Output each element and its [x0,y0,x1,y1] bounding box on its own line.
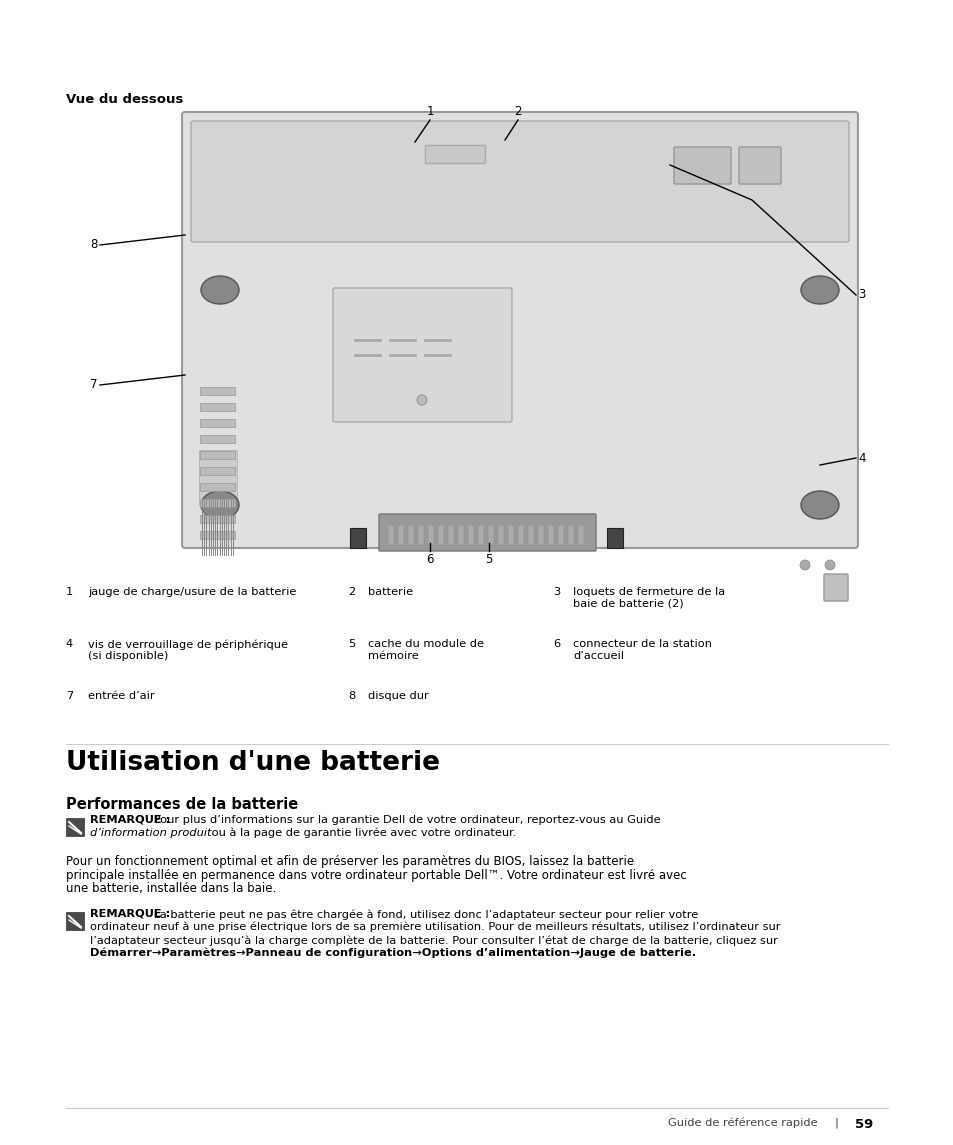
Bar [424,145,484,163]
Bar [199,450,236,505]
Bar [66,818,84,836]
Bar [200,499,234,507]
Text: une batterie, installée dans la baie.: une batterie, installée dans la baie. [66,882,276,895]
FancyBboxPatch shape [182,112,857,548]
Ellipse shape [801,276,838,305]
Ellipse shape [801,491,838,519]
Text: 59: 59 [854,1118,872,1131]
Text: 8: 8 [91,238,98,252]
Circle shape [824,560,834,570]
Text: 3: 3 [553,587,559,597]
Text: 5: 5 [348,639,355,649]
Text: connecteur de la station
d’accueil: connecteur de la station d’accueil [573,639,711,661]
Text: Utilisation d'une batterie: Utilisation d'une batterie [66,750,439,776]
Bar [200,435,234,443]
Text: 4: 4 [66,639,73,649]
Text: 6: 6 [426,553,434,566]
Text: Guide de référence rapide: Guide de référence rapide [667,1118,817,1129]
Bar [488,526,494,545]
Text: jauge de charge/usure de la batterie: jauge de charge/usure de la batterie [88,587,296,597]
Bar [388,526,394,545]
Text: REMARQUE :: REMARQUE : [90,815,170,826]
Bar [537,526,543,545]
Bar [200,419,234,427]
Text: Démarrer→Paramètres→Panneau de configuration→Options d’alimentation→Jauge de bat: Démarrer→Paramètres→Panneau de configura… [90,948,696,958]
Text: loquets de fermeture de la
baie de batterie (2): loquets de fermeture de la baie de batte… [573,587,724,609]
Bar [397,526,403,545]
Text: Performances de la batterie: Performances de la batterie [66,797,298,812]
Bar [200,531,234,539]
Bar [408,526,414,545]
Ellipse shape [201,491,239,519]
FancyBboxPatch shape [673,147,730,184]
Text: 5: 5 [485,553,492,566]
Bar [200,515,234,523]
Bar [477,526,483,545]
Text: La batterie peut ne pas être chargée à fond, utilisez donc l’adaptateur secteur : La batterie peut ne pas être chargée à f… [150,909,698,919]
Bar [200,467,234,475]
Text: Pour un fonctionnement optimal et afin de préserver les paramètres du BIOS, lais: Pour un fonctionnement optimal et afin d… [66,855,634,868]
Circle shape [800,560,809,570]
Bar [606,528,622,548]
Text: 1: 1 [426,105,434,118]
Bar [437,526,443,545]
Text: 7: 7 [66,690,73,701]
Text: 2: 2 [348,587,355,597]
Text: 8: 8 [348,690,355,701]
Text: principale installée en permanence dans votre ordinateur portable Dell™. Votre o: principale installée en permanence dans … [66,869,686,882]
Text: 4: 4 [857,451,864,465]
Text: 3: 3 [857,289,864,301]
Text: cache du module de
mémoire: cache du module de mémoire [368,639,483,661]
Text: disque dur: disque dur [368,690,428,701]
Bar [517,526,523,545]
Bar [428,526,434,545]
Text: batterie: batterie [368,587,413,597]
Bar [497,526,503,545]
Bar [527,526,534,545]
Bar [468,526,474,545]
Text: l’adaptateur secteur jusqu’à la charge complète de la batterie. Pour consulter l: l’adaptateur secteur jusqu’à la charge c… [90,935,777,946]
Bar [457,526,463,545]
Bar [578,526,583,545]
Text: |: | [834,1118,838,1129]
Text: d’information produit: d’information produit [90,828,212,838]
FancyBboxPatch shape [823,574,847,601]
Bar [200,403,234,411]
Bar [350,528,366,548]
Bar [200,451,234,459]
Text: REMARQUE :: REMARQUE : [90,909,170,919]
Circle shape [416,395,427,405]
Text: Pour plus d’informations sur la garantie Dell de votre ordinateur, reportez-vous: Pour plus d’informations sur la garantie… [150,815,659,826]
Bar [558,526,563,545]
FancyBboxPatch shape [378,514,596,551]
Bar [507,526,514,545]
Text: 7: 7 [91,379,98,392]
Text: 2: 2 [514,105,521,118]
Bar [417,526,423,545]
Text: 1: 1 [66,587,73,597]
FancyBboxPatch shape [191,121,848,242]
Text: Vue du dessous: Vue du dessous [66,93,183,106]
Bar [66,913,84,930]
Text: ou à la page de garantie livrée avec votre ordinateur.: ou à la page de garantie livrée avec vot… [208,828,516,838]
Text: ordinateur neuf à une prise électrique lors de sa première utilisation. Pour de : ordinateur neuf à une prise électrique l… [90,922,780,932]
Ellipse shape [201,276,239,305]
Bar [448,526,454,545]
Bar [200,387,234,395]
FancyBboxPatch shape [739,147,781,184]
Bar [567,526,574,545]
Text: vis de verrouillage de périphérique
(si disponible): vis de verrouillage de périphérique (si … [88,639,288,661]
Text: 6: 6 [553,639,559,649]
FancyBboxPatch shape [333,289,512,423]
Text: entrée d’air: entrée d’air [88,690,154,701]
Bar [547,526,554,545]
Bar [200,483,234,491]
